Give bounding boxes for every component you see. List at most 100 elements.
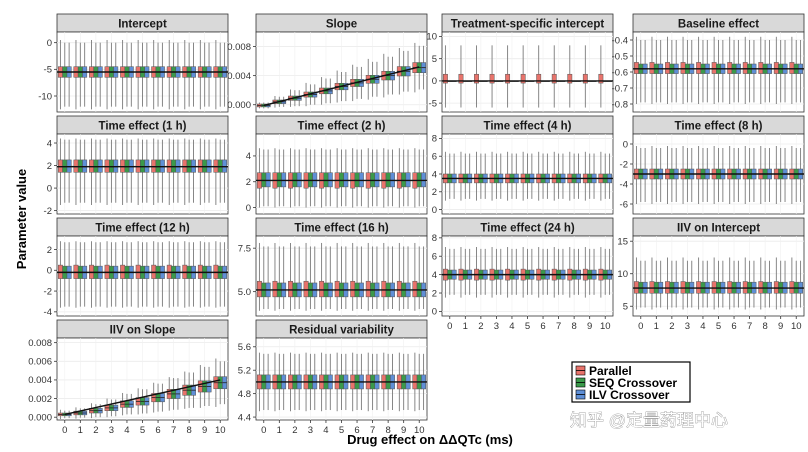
x-tick-label-time-effect-24-h-0: 0: [447, 321, 452, 332]
y-tick-label-time-effect-8-h-0: 0: [623, 139, 628, 150]
panel-slope: Slope 0.000 0.004 0.008: [227, 13, 428, 113]
x-tick-label-iiv-on-slope-8: 8: [186, 425, 191, 436]
y-tick-label-treatment-specific-intercept-3: -5: [429, 98, 437, 109]
y-tick-label-time-effect-8-h-3: -6: [620, 199, 628, 210]
box-body: [334, 280, 340, 298]
panel-iiv-on-slope: IIV on Slope 0.008 0.006 0.004 0.002 0.000 0 1 2…: [28, 319, 229, 436]
watermark: 知乎 @定量药理中心: [570, 411, 728, 430]
y-tick-label-treatment-specific-intercept-1: 5: [432, 54, 437, 65]
x-tick-label-iiv-on-slope-10: 10: [215, 425, 226, 436]
box-body: [412, 280, 418, 298]
legend-entry-seq-crossover: SEQ Crossover: [575, 376, 677, 390]
box-body: [567, 73, 573, 84]
y-tick-label-time-effect-8-h-1: -2: [620, 159, 628, 170]
x-tick-label-iiv-on-intercept-3: 3: [685, 321, 690, 332]
x-tick-label-residual-variability-1: 1: [277, 425, 282, 436]
box-body: [649, 62, 655, 74]
y-tick-label-time-effect-24-h-4: 0: [432, 307, 437, 318]
x-tick-label-time-effect-24-h-7: 7: [556, 321, 561, 332]
panel-title-time-effect-1-h: Time effect (1 h): [99, 121, 187, 133]
y-tick-label-time-effect-2-h-2: 0: [246, 203, 251, 214]
box-body: [742, 62, 748, 74]
y-tick-label-time-effect-1-h-0: 4: [47, 138, 52, 149]
box-body: [727, 62, 733, 74]
y-tick-label-time-effect-4-h-2: 4: [432, 169, 437, 180]
panel-title-time-effect-16-h: Time effect (16 h): [294, 223, 389, 235]
box-body: [536, 73, 542, 84]
y-tick-label-time-effect-4-h-0: 8: [432, 134, 437, 145]
box-body: [365, 280, 371, 298]
box-body: [458, 73, 464, 84]
x-tick-label-time-effect-24-h-2: 2: [478, 321, 483, 332]
box-slope-ilv-crossover-7: [374, 61, 380, 97]
y-tick-label-slope-1: 0.004: [227, 71, 251, 82]
x-axis-title: Drug effect on ΔΔQTc (ms): [347, 432, 513, 447]
y-tick-label-time-effect-12-h-2: -2: [44, 286, 52, 297]
y-tick-label-time-effect-4-h-4: 0: [432, 205, 437, 216]
y-tick-label-time-effect-24-h-0: 8: [432, 233, 437, 244]
y-axis-title: Parameter value: [14, 169, 29, 269]
y-tick-label-time-effect-1-h-3: -2: [44, 206, 52, 217]
y-tick-label-residual-variability-1: 5.2: [238, 366, 251, 377]
box-slope-ilv-crossover-8: [390, 56, 395, 95]
box-body: [319, 280, 325, 298]
y-tick-label-time-effect-24-h-2: 4: [432, 270, 437, 281]
panel-baseline-effect: Baseline effect -0.4 -0.5 -0.6 -0.7 -0.8: [612, 13, 805, 113]
x-tick-label-time-effect-24-h-3: 3: [494, 321, 499, 332]
box-body: [288, 280, 293, 298]
panel-time-effect-4-h: Time effect (4 h) 8 6 4 2 0: [432, 115, 614, 216]
box-slope-ilv-crossover-4: [327, 78, 333, 104]
box-body: [773, 62, 779, 74]
x-tick-label-time-effect-24-h-4: 4: [509, 321, 514, 332]
x-tick-label-residual-variability-3: 3: [308, 425, 313, 436]
x-tick-label-residual-variability-0: 0: [261, 425, 266, 436]
x-tick-label-time-effect-24-h-6: 6: [540, 321, 545, 332]
y-tick-label-iiv-on-intercept-1: 10: [617, 269, 628, 280]
y-tick-label-time-effect-16-h-0: 7.5: [238, 243, 251, 254]
x-tick-label-iiv-on-slope-1: 1: [78, 425, 83, 436]
x-tick-label-residual-variability-9: 9: [401, 425, 406, 436]
legend-entry-ilv-crossover: ILV Crossover: [575, 388, 670, 402]
facet-panels: Intercept 0 -5 -10 Slope 0.000 0.004 0.008 Treat…: [28, 13, 805, 436]
x-tick-label-residual-variability-6: 6: [354, 425, 359, 436]
box-body: [272, 280, 278, 298]
y-tick-label-iiv-on-slope-3: 0.002: [28, 394, 52, 405]
y-tick-label-time-effect-24-h-1: 6: [432, 252, 437, 263]
y-tick-label-baseline-effect-1: -0.5: [612, 51, 628, 62]
x-tick-label-iiv-on-intercept-9: 9: [778, 321, 783, 332]
x-tick-label-iiv-on-slope-0: 0: [62, 425, 67, 436]
box-iiv-on-slope-seq-crossover-8: [186, 372, 192, 408]
box-iiv-on-slope-ilv-crossover-10: [222, 361, 228, 405]
x-tick-label-iiv-on-intercept-7: 7: [747, 321, 752, 332]
panel-title-iiv-on-slope: IIV on Slope: [110, 325, 176, 337]
y-tick-label-time-effect-2-h-0: 4: [246, 151, 251, 162]
y-tick-label-treatment-specific-intercept-2: 0: [432, 76, 437, 87]
y-tick-label-iiv-on-slope-0: 0.008: [28, 338, 52, 349]
box-body: [381, 280, 387, 298]
box-iiv-on-slope-ilv-crossover-9: [206, 366, 212, 407]
y-tick-label-slope-2: 0.008: [227, 42, 251, 53]
x-tick-label-residual-variability-7: 7: [370, 425, 375, 436]
y-tick-label-time-effect-16-h-1: 5.0: [238, 287, 251, 298]
box-slope-ilv-crossover-9: [405, 50, 411, 92]
panel-title-time-effect-2-h: Time effect (2 h): [298, 121, 386, 133]
panel-title-treatment-specific-intercept: Treatment-specific intercept: [451, 19, 605, 31]
y-tick-label-time-effect-24-h-3: 2: [432, 288, 437, 299]
y-tick-label-time-effect-4-h-3: 2: [432, 187, 437, 198]
x-tick-label-residual-variability-2: 2: [292, 425, 297, 436]
y-tick-label-iiv-on-intercept-2: 5: [623, 302, 628, 313]
legend-box: [571, 361, 691, 403]
box-body: [696, 62, 702, 74]
box-body: [474, 73, 479, 84]
panel-title-time-effect-12-h: Time effect (12 h): [95, 223, 190, 235]
y-tick-label-slope-0: 0.000: [227, 100, 251, 111]
box-body: [598, 73, 604, 84]
x-tick-label-residual-variability-8: 8: [385, 425, 390, 436]
panel-time-effect-12-h: Time effect (12 h) 2 0 -2 -4: [44, 217, 229, 318]
legend-label-seq-crossover: SEQ Crossover: [589, 376, 677, 390]
x-tick-label-iiv-on-intercept-4: 4: [700, 321, 705, 332]
y-tick-label-baseline-effect-3: -0.7: [612, 83, 628, 94]
x-tick-label-iiv-on-slope-6: 6: [155, 425, 160, 436]
box-body: [582, 73, 588, 84]
